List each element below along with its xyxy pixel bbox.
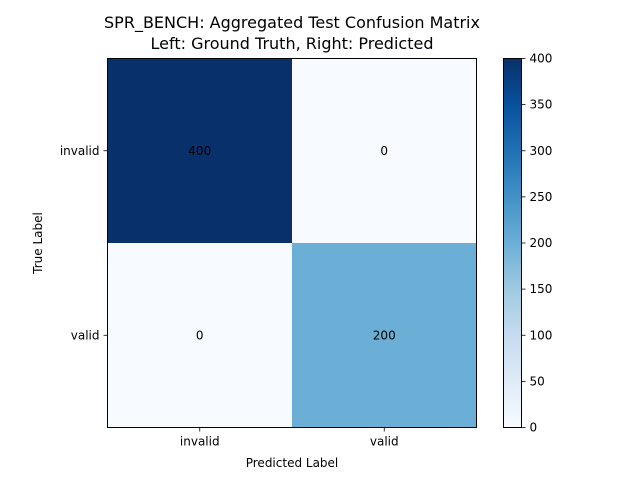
colorbar-tick-label: 0 — [530, 421, 538, 435]
chart-title: SPR_BENCH: Aggregated Test Confusion Mat… — [104, 13, 480, 33]
colorbar-tick-label: 100 — [530, 328, 553, 342]
y-tick-label: invalid — [60, 144, 100, 158]
colorbar-tick-label: 300 — [530, 144, 553, 158]
heatmap-cell — [292, 58, 477, 243]
x-tick-label: valid — [370, 435, 399, 449]
colorbar-tick-label: 250 — [530, 190, 553, 204]
colorbar-tick-label: 200 — [530, 236, 553, 250]
colorbar-tick-label: 350 — [530, 98, 553, 112]
cell-value-label: 0 — [380, 144, 388, 158]
colorbar-ticks: 0 50 100 150 200 250 300 350 400 — [521, 52, 553, 435]
y-axis-label: True Label — [31, 212, 45, 275]
cell-value-label: 400 — [188, 144, 211, 158]
chart-subtitle: Left: Ground Truth, Right: Predicted — [151, 34, 434, 53]
heatmap-cell — [107, 58, 292, 243]
x-axis-ticks: invalid valid — [180, 427, 399, 449]
x-tick-label: invalid — [180, 435, 220, 449]
colorbar-tick-label: 50 — [530, 374, 545, 388]
x-axis-label: Predicted Label — [246, 456, 339, 470]
heatmap-cell — [107, 243, 292, 428]
cell-value-label: 0 — [196, 328, 204, 342]
plot-frame — [107, 58, 477, 428]
y-tick-label: valid — [71, 328, 100, 342]
colorbar-tick-label: 150 — [530, 282, 553, 296]
colorbar-tick-label: 400 — [530, 52, 553, 66]
heatmap-cells: 400 0 0 200 — [107, 58, 477, 428]
y-axis-ticks: invalid valid — [60, 144, 108, 342]
heatmap-cell — [292, 243, 477, 428]
colorbar — [503, 58, 522, 428]
cell-value-label: 200 — [373, 328, 396, 342]
